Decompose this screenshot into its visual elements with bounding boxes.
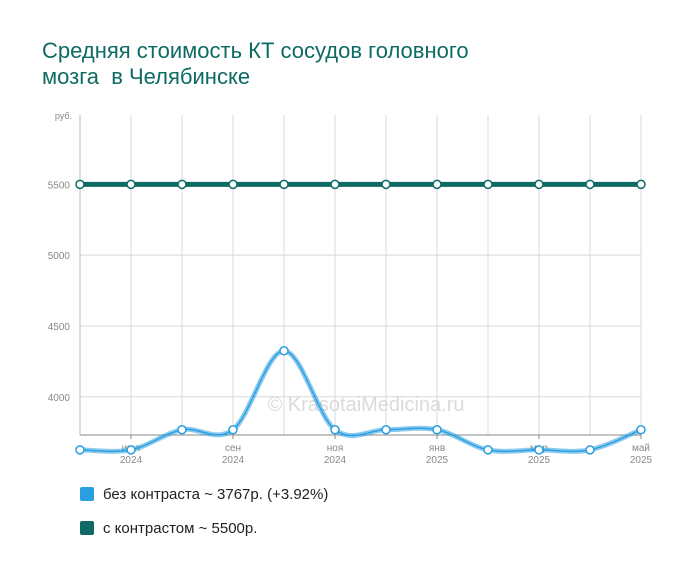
line-chart: 4000450050005500руб.июл2024сен2024ноя202… [48,111,653,466]
watermark: © KrasotaiMedicina.ru [267,394,464,416]
x-tick-year-label: 2024 [222,455,245,466]
data-point [585,179,595,190]
chart-title: Средняя стоимость КТ сосудов головного м… [42,38,642,90]
data-point [381,425,391,435]
data-point [483,179,493,190]
legend-item-with-contrast: с контрастом ~ 5500р. [80,518,328,538]
data-point [330,425,340,435]
legend: без контраста ~ 3767р. (+3.92%) с контра… [80,484,328,552]
x-tick-year-label: 2025 [426,455,449,466]
series-no-contrast [75,346,646,455]
y-tick-label: 5500 [48,180,71,191]
data-point [534,179,544,190]
legend-label: с контрастом ~ 5500р. [103,519,258,537]
data-point [126,445,136,455]
data-point [585,445,595,455]
chart-grid [79,115,642,435]
data-point [75,179,85,190]
x-tick-year-label: 2025 [528,455,551,466]
legend-label: без контраста ~ 3767р. (+3.92%) [103,485,329,503]
x-tick-year-label: 2024 [324,455,347,466]
x-tick-year-label: 2025 [630,455,653,466]
y-tick-label: 5000 [48,251,71,262]
chart-title-line-1: Средняя стоимость КТ сосудов головного [42,38,469,63]
x-tick-label: сен [225,443,241,454]
data-point [636,425,646,435]
y-tick-label: 4500 [48,322,71,333]
x-tick-label: май [632,443,650,454]
data-point [177,425,187,435]
legend-item-no-contrast: без контраста ~ 3767р. (+3.92%) [80,484,328,504]
data-point [279,346,289,356]
data-point [279,179,289,190]
data-point [636,179,646,190]
data-point [381,179,391,190]
data-point [432,179,442,190]
data-point [75,445,85,455]
data-point [228,179,238,190]
data-point [432,425,442,435]
legend-swatch [80,521,94,535]
chart-axes: 4000450050005500руб.июл2024сен2024ноя202… [48,111,653,466]
x-tick-label: ноя [327,443,344,454]
data-point [177,179,187,190]
data-point [330,179,340,190]
data-point [126,179,136,190]
x-tick-year-label: 2024 [120,455,143,466]
chart-title-line-2: мозга в Челябинске [42,64,251,89]
chart-series [75,179,646,455]
data-point [228,425,238,435]
legend-swatch [80,487,94,501]
y-axis-label: руб. [55,111,72,121]
series-with-contrast [75,179,646,190]
data-point [534,445,544,455]
x-tick-label: янв [429,443,445,454]
data-point [483,445,493,455]
y-tick-label: 4000 [48,393,71,404]
